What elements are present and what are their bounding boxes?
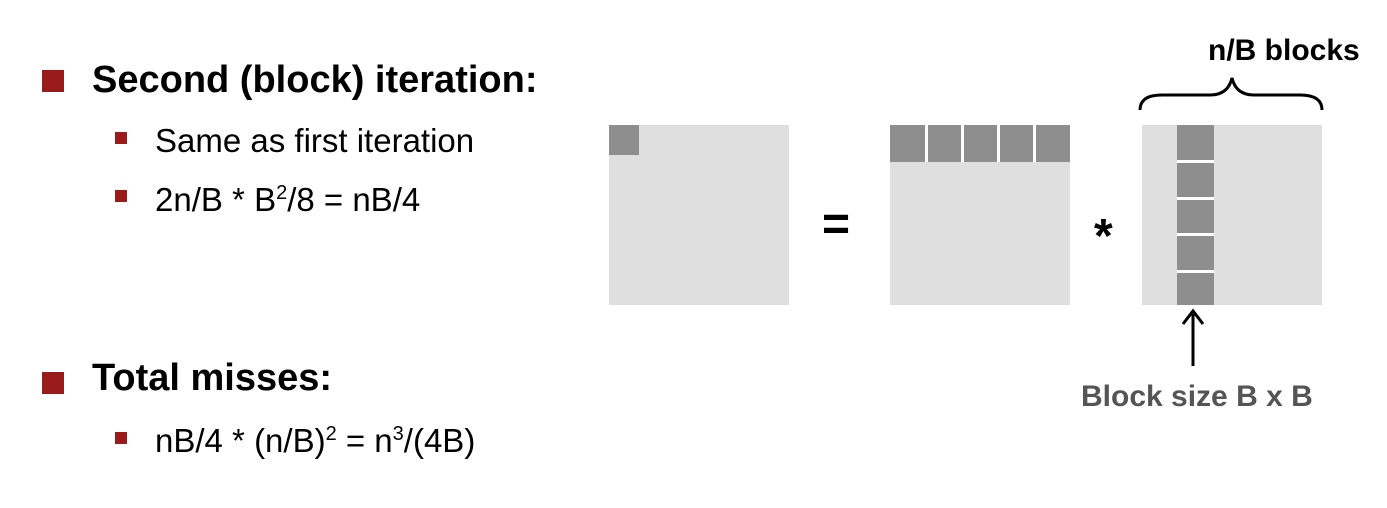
list-bullet bbox=[115, 132, 127, 144]
n-over-b-blocks-label: n/B blocks bbox=[1208, 34, 1360, 67]
heading-bullet bbox=[42, 70, 64, 92]
formula-part: = n bbox=[336, 422, 393, 459]
formula-part: /8 = nB/4 bbox=[287, 181, 421, 218]
formula-superscript: 2 bbox=[325, 423, 337, 445]
result-matrix bbox=[609, 125, 789, 305]
block-size-label: Block size B x B bbox=[1081, 380, 1313, 413]
column-block-divider bbox=[1177, 197, 1214, 200]
column-block-divider bbox=[1177, 270, 1214, 273]
equals-symbol: = bbox=[822, 198, 851, 251]
formula-superscript: 2 bbox=[276, 182, 288, 204]
second-iteration-heading: Second (block) iteration: bbox=[92, 59, 538, 101]
list-bullet bbox=[115, 432, 127, 444]
right-operand-matrix bbox=[1142, 125, 1322, 305]
heading-bullet bbox=[42, 372, 64, 394]
curly-brace bbox=[1138, 77, 1324, 111]
row-block-strip bbox=[890, 125, 1070, 162]
result-block bbox=[609, 125, 639, 155]
column-block-strip bbox=[1177, 125, 1214, 305]
total-misses-heading: Total misses: bbox=[92, 357, 333, 399]
row-block-divider bbox=[997, 125, 1000, 162]
same-as-first-text: Same as first iteration bbox=[155, 122, 475, 159]
multiply-symbol: * bbox=[1094, 210, 1113, 263]
formula-superscript: 3 bbox=[392, 423, 404, 445]
column-block-divider bbox=[1177, 160, 1214, 163]
second-iteration-formula: 2n/B * B2/8 = nB/4 bbox=[155, 180, 420, 220]
left-operand-matrix bbox=[890, 125, 1070, 305]
row-block-divider bbox=[961, 125, 964, 162]
column-block-divider bbox=[1177, 233, 1214, 236]
formula-part: nB/4 * (n/B) bbox=[155, 422, 326, 459]
list-bullet bbox=[115, 190, 127, 202]
formula-part: /(4B) bbox=[403, 422, 476, 459]
formula-part: 2n/B * B bbox=[155, 181, 277, 218]
pointer-arrow-head bbox=[1181, 308, 1205, 325]
total-misses-formula: nB/4 * (n/B)2 = n3/(4B) bbox=[155, 421, 475, 461]
row-block-divider bbox=[925, 125, 928, 162]
row-block-divider bbox=[1033, 125, 1036, 162]
